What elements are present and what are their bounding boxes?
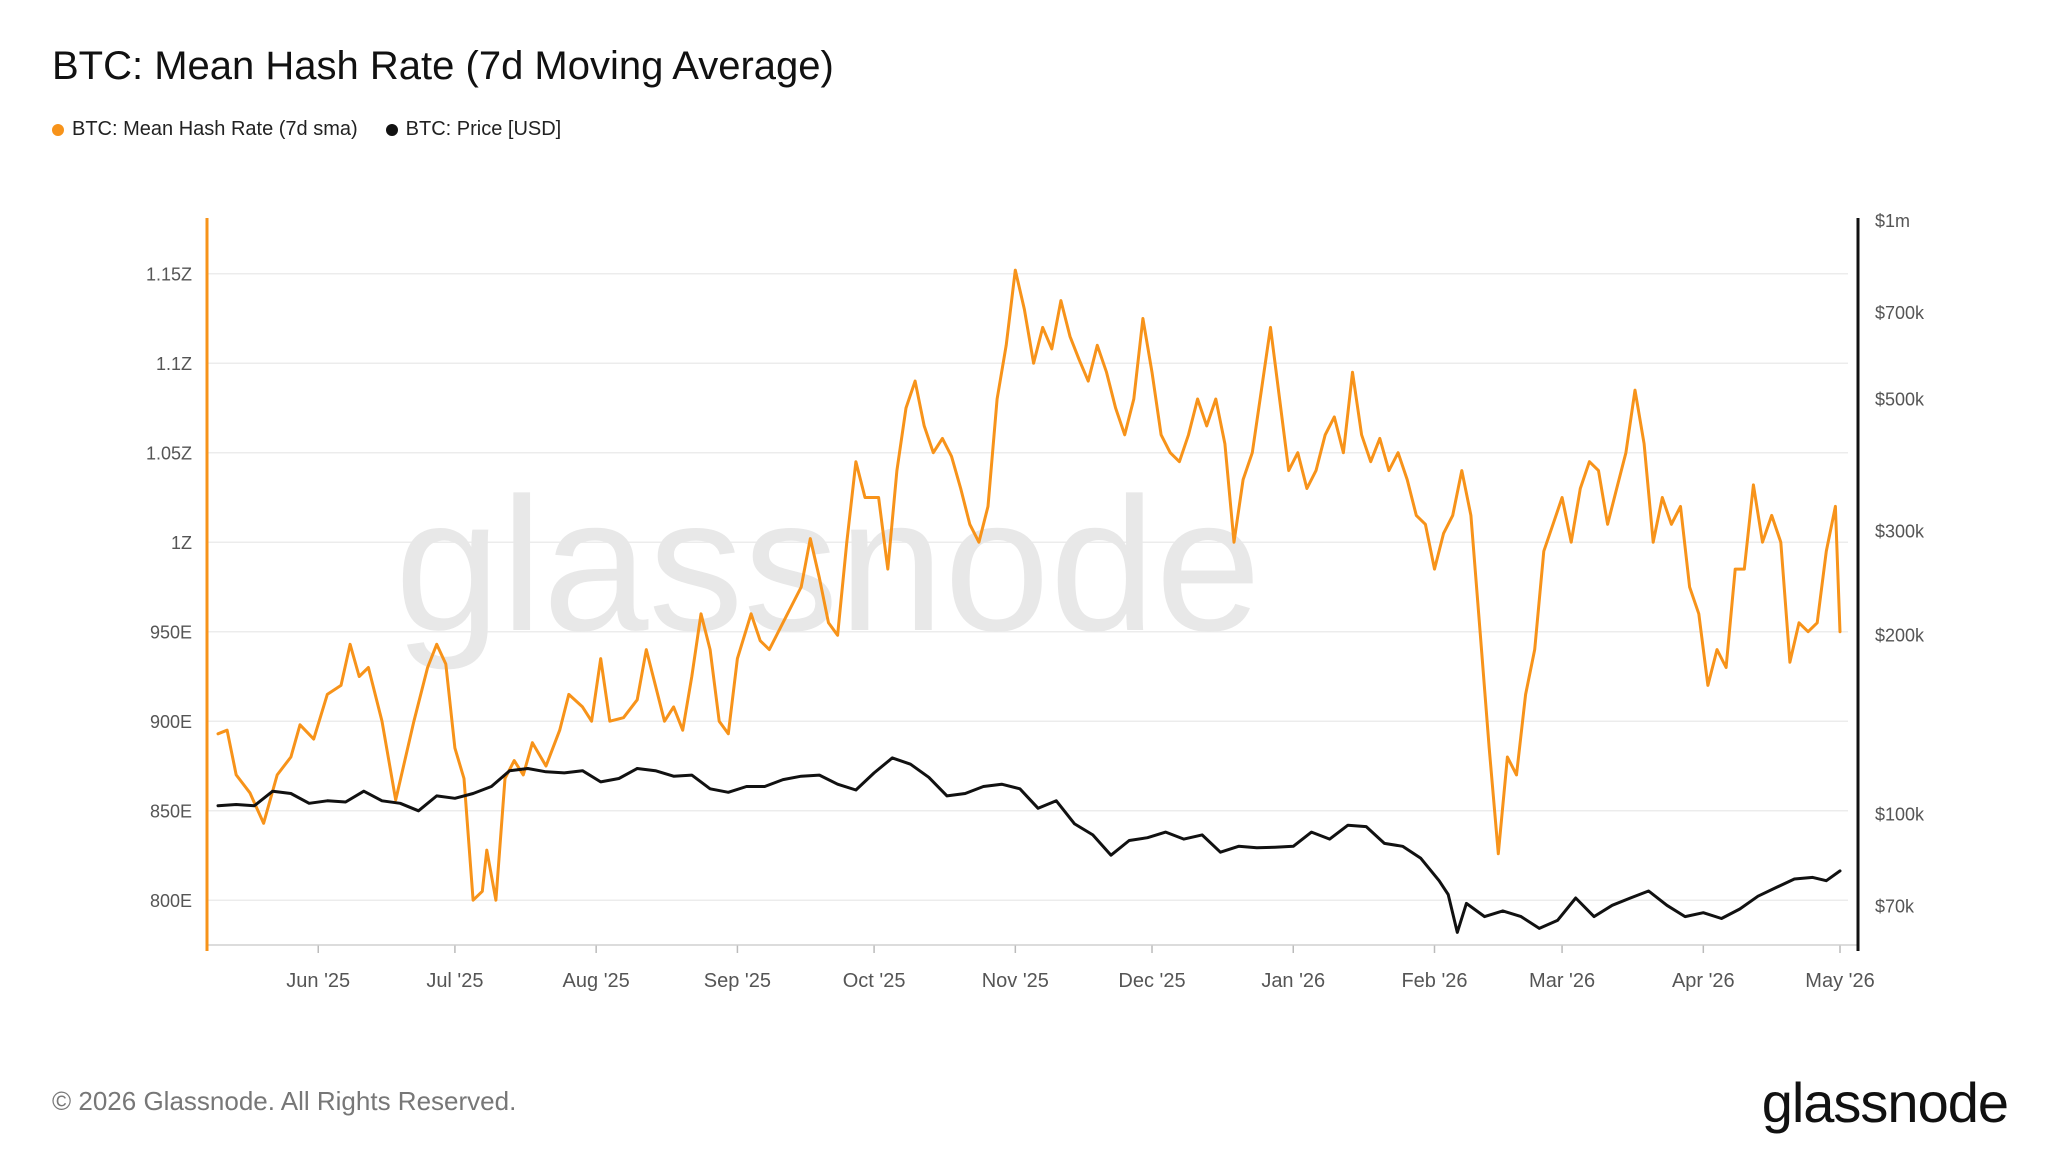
tick-labels: 800E 850E 900E 950E 1Z 1.05Z 1.1Z 1.15Z $70k $100…	[146, 211, 1925, 992]
x-tick-label: Oct '25	[843, 970, 906, 992]
watermark: glassnode	[395, 459, 1261, 671]
right-tick-label: $70k	[1875, 896, 1915, 916]
left-tick-label: 850E	[150, 802, 192, 822]
x-tick-label: Aug '25	[563, 970, 630, 992]
x-tick-label: Feb '26	[1401, 970, 1467, 992]
left-tick-label: 900E	[150, 712, 192, 732]
x-tick-label: May '26	[1805, 970, 1874, 992]
right-tick-label: $700k	[1875, 303, 1925, 323]
legend-item-hash-rate[interactable]: BTC: Mean Hash Rate (7d sma)	[52, 118, 358, 141]
left-tick-label: 1.1Z	[156, 354, 192, 374]
series-layer	[216, 268, 1842, 934]
left-tick-label: 950E	[150, 623, 192, 643]
gridlines	[207, 272, 1848, 901]
legend-dot-hash-rate	[52, 123, 64, 136]
legend-dot-price	[385, 123, 398, 136]
x-tick-label: Dec '25	[1118, 970, 1185, 992]
x-tick-label: Jul '25	[426, 970, 483, 992]
left-tick-label: 1.05Z	[146, 444, 192, 464]
x-tick-label: Jun '25	[286, 970, 350, 992]
x-tick-label: Sep '25	[704, 970, 771, 992]
right-tick-label: $300k	[1875, 521, 1925, 541]
right-tick-label: $1m	[1875, 211, 1910, 231]
legend: BTC: Mean Hash Rate (7d sma) BTC: Price …	[52, 118, 561, 141]
right-tick-label: $100k	[1875, 804, 1925, 824]
axes	[205, 218, 1860, 953]
legend-item-price[interactable]: BTC: Price [USD]	[385, 118, 562, 141]
right-tick-label: $200k	[1875, 626, 1925, 646]
x-tick-label: Apr '26	[1672, 970, 1735, 992]
legend-label-hash-rate: BTC: Mean Hash Rate (7d sma)	[72, 118, 358, 140]
legend-label-price: BTC: Price [USD]	[405, 118, 562, 140]
copyright-footer: © 2026 Glassnode. All Rights Reserved.	[52, 1086, 517, 1116]
x-tick-label: Nov '25	[982, 970, 1049, 992]
left-tick-label: 1.15Z	[146, 265, 192, 285]
left-tick-label: 1Z	[171, 533, 192, 553]
x-tick-label: Mar '26	[1529, 970, 1595, 992]
series-line-price[interactable]	[216, 756, 1842, 934]
chart-title: BTC: Mean Hash Rate (7d Moving Average)	[52, 44, 834, 88]
glassnode-logo: glassnode	[1761, 1071, 2009, 1134]
left-tick-label: 800E	[150, 891, 192, 911]
right-tick-label: $500k	[1875, 390, 1925, 410]
x-tick-label: Jan '26	[1261, 970, 1325, 992]
